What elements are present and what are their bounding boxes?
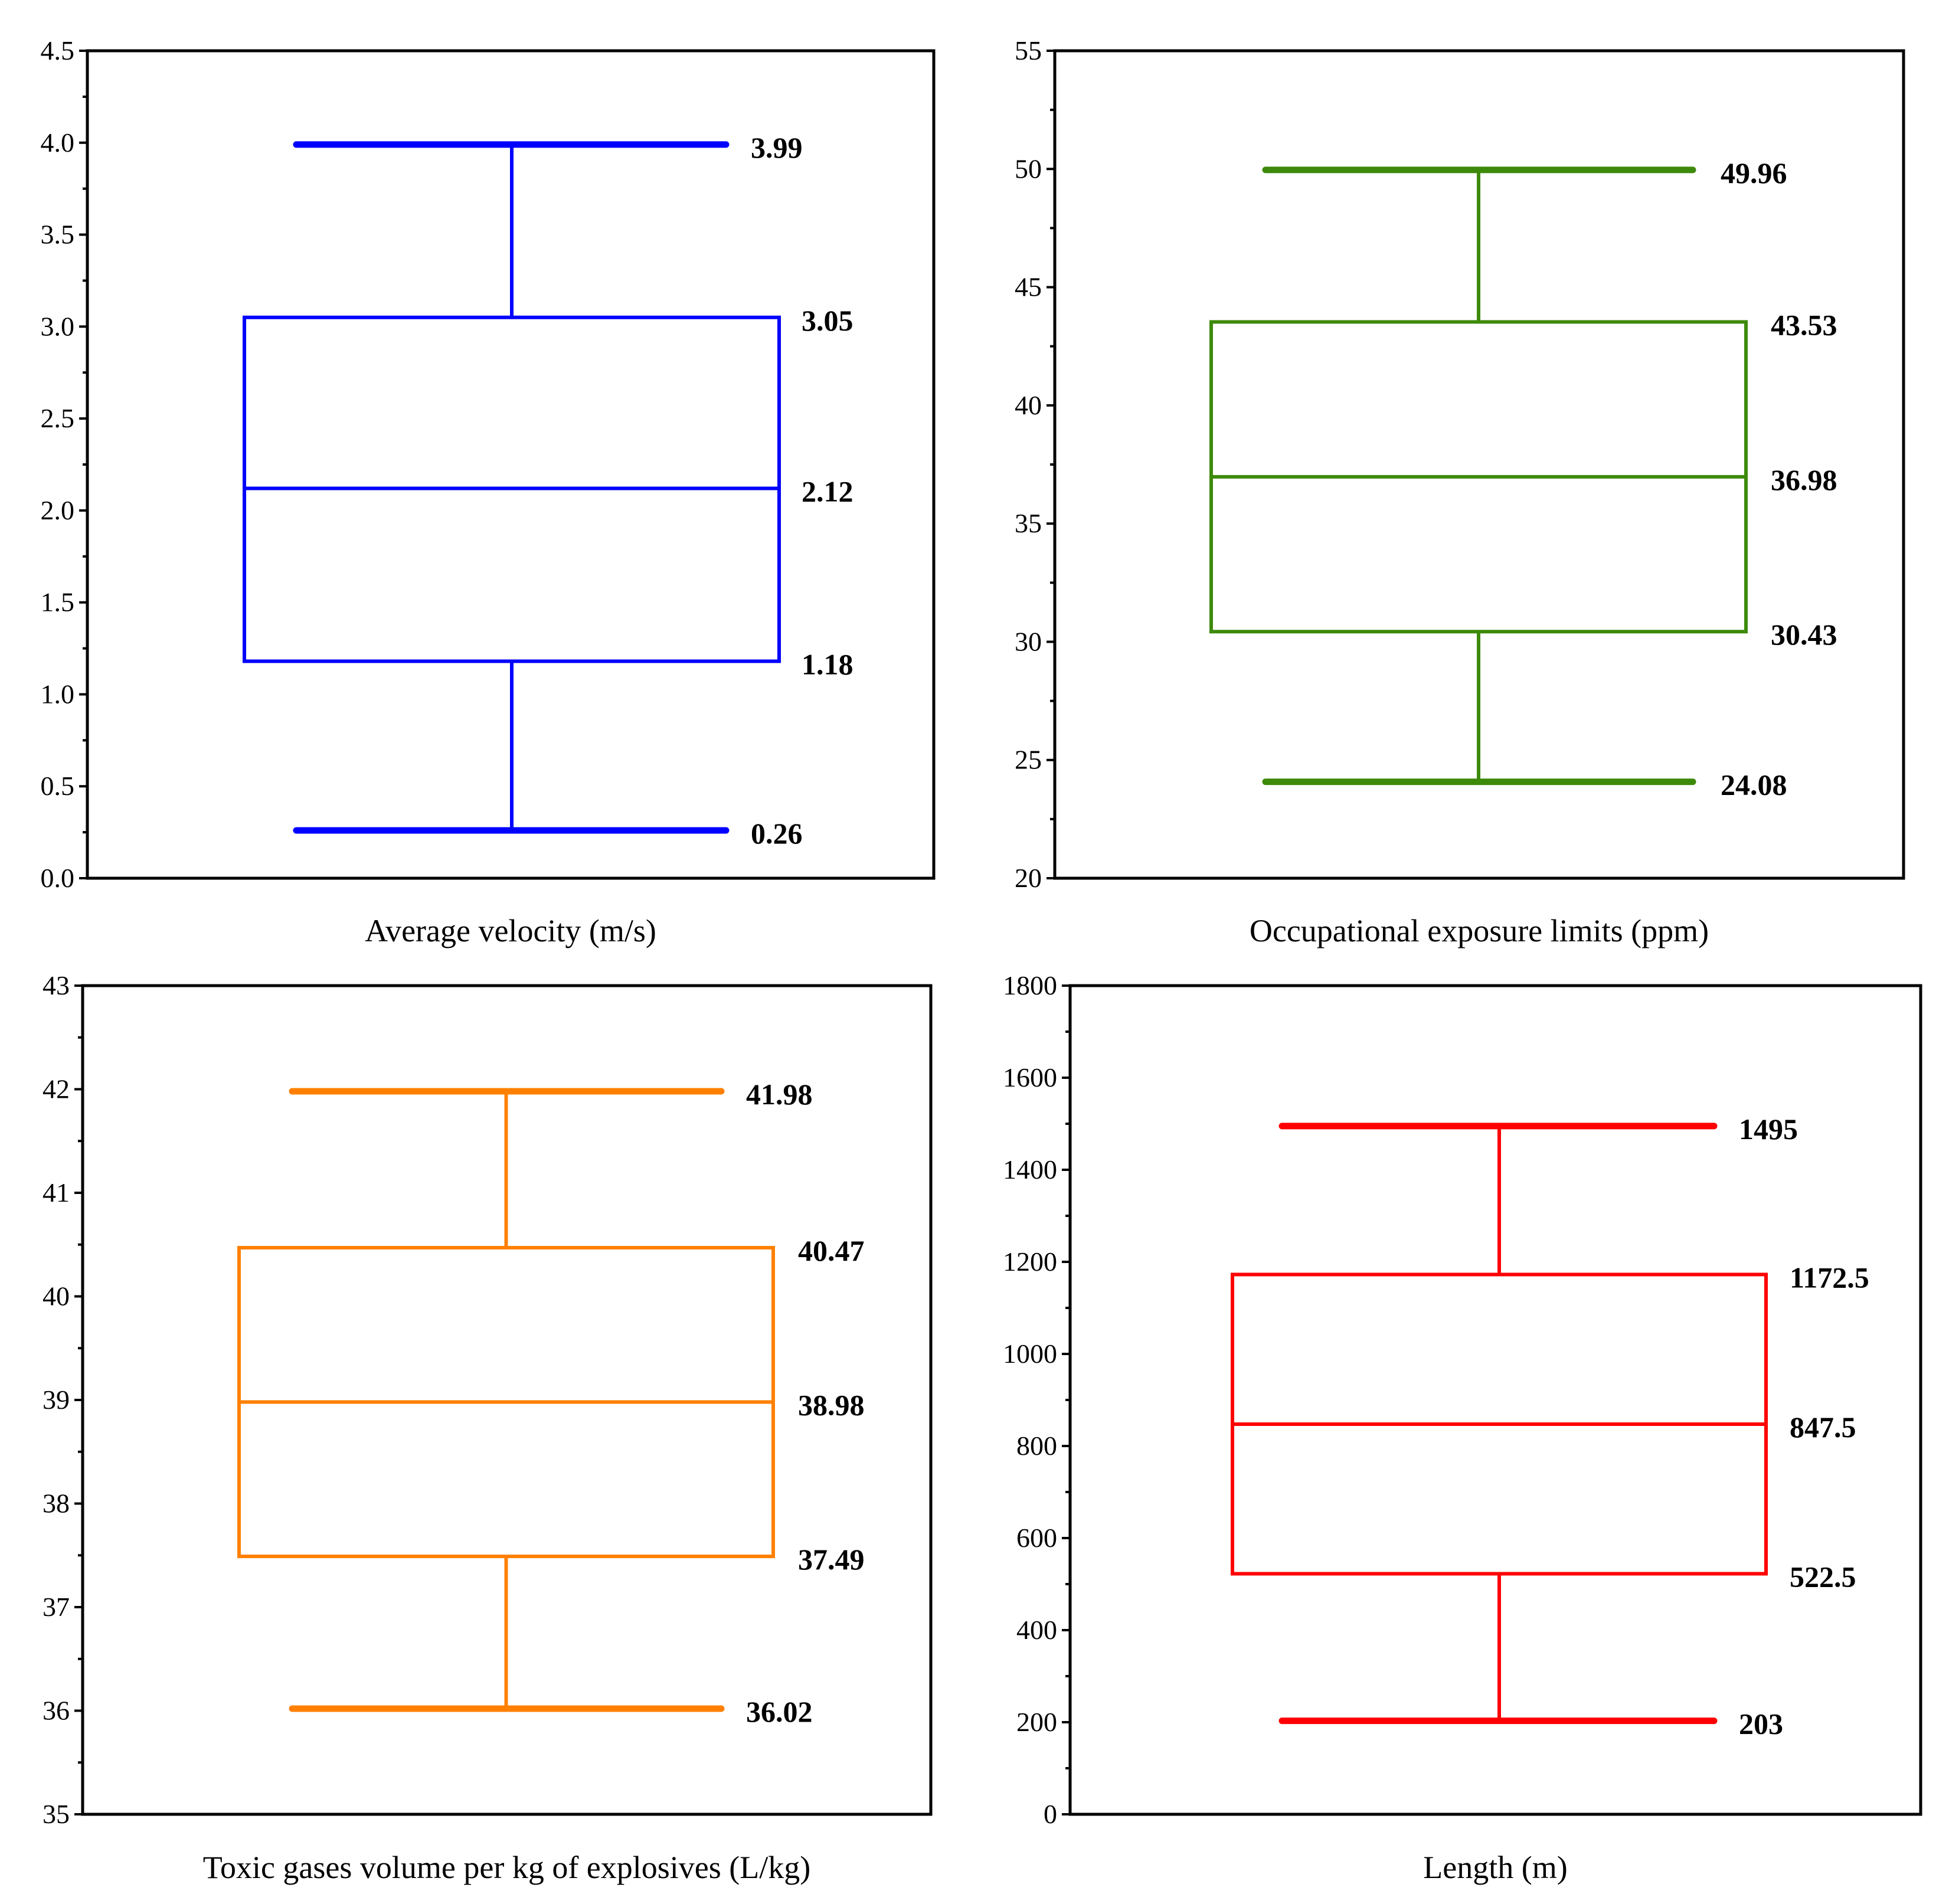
panel-4: 0 200 400 600 800 1000 1200 1400 1600 1800 1495 117… xyxy=(1003,970,1922,1885)
x-axis-title: Length (m) xyxy=(1423,1850,1567,1885)
y-tick-label: 2.5 xyxy=(41,403,75,433)
value-label-median: 847.5 xyxy=(1790,1411,1856,1444)
x-axis-title: Average velocity (m/s) xyxy=(365,913,656,948)
y-tick-label: 50 xyxy=(1015,153,1042,184)
y-tick-label: 0 xyxy=(1044,1799,1057,1829)
y-tick-label: 0.5 xyxy=(41,771,75,801)
value-label-min: 0.26 xyxy=(751,817,803,850)
y-tick-label: 39 xyxy=(42,1385,70,1415)
y-tick-label: 200 xyxy=(1016,1707,1057,1737)
value-label-max: 41.98 xyxy=(746,1078,813,1111)
value-label-min: 203 xyxy=(1739,1707,1783,1741)
value-label-q3: 43.53 xyxy=(1771,308,1837,341)
y-tick-label: 35 xyxy=(42,1799,70,1829)
y-tick-label: 37 xyxy=(42,1592,70,1622)
value-label-q1: 1.18 xyxy=(802,647,853,681)
y-tick-label: 35 xyxy=(1015,508,1042,538)
panel-2: 20 25 30 35 40 45 50 55 49.96 43.53 36.98 30.43 24.0… xyxy=(1015,35,1905,948)
y-tick-label: 3.0 xyxy=(41,311,75,341)
value-label-median: 38.98 xyxy=(798,1389,865,1422)
y-tick-label: 40 xyxy=(1015,390,1042,420)
y-tick-label: 1600 xyxy=(1003,1062,1057,1092)
y-tick-label: 400 xyxy=(1016,1615,1057,1645)
value-label-min: 36.02 xyxy=(746,1695,813,1728)
y-tick-label: 1.0 xyxy=(41,679,75,709)
y-tick-label: 20 xyxy=(1015,863,1042,893)
value-label-max: 49.96 xyxy=(1721,156,1787,189)
x-axis-title: Occupational exposure limits (ppm) xyxy=(1250,913,1709,948)
y-tick-label: 55 xyxy=(1015,35,1042,66)
value-label-median: 2.12 xyxy=(802,475,853,508)
y-tick-label: 40 xyxy=(42,1281,70,1311)
y-tick-label: 25 xyxy=(1015,745,1042,775)
y-tick-label: 1000 xyxy=(1003,1339,1057,1369)
value-label-q3: 1172.5 xyxy=(1790,1261,1869,1294)
y-tick-label: 1200 xyxy=(1003,1247,1057,1277)
y-tick-label: 2.0 xyxy=(41,495,75,525)
value-label-max: 1495 xyxy=(1739,1113,1798,1146)
panel-1: 0.0 0.5 1.0 1.5 2.0 2.5 3.0 3.5 4.0 4.5 3.99 3.05 2.… xyxy=(41,35,936,948)
value-label-min: 24.08 xyxy=(1721,768,1787,801)
y-tick-label: 1800 xyxy=(1003,970,1057,1000)
value-label-q3: 3.05 xyxy=(802,304,853,337)
y-tick-label: 38 xyxy=(42,1488,70,1519)
x-axis-title: Toxic gases volume per kg of explosives … xyxy=(203,1850,810,1885)
y-tick-label: 42 xyxy=(42,1074,70,1104)
y-tick-label: 4.5 xyxy=(41,35,75,66)
panel-3: 35 36 37 38 39 40 41 42 43 41.98 40.47 38.98 37.49 36… xyxy=(42,970,933,1885)
value-label-median: 36.98 xyxy=(1771,463,1837,496)
value-label-q1: 30.43 xyxy=(1771,618,1837,651)
y-tick-label: 1.5 xyxy=(41,587,75,617)
value-label-q1: 522.5 xyxy=(1790,1560,1856,1593)
y-tick-label: 3.5 xyxy=(41,220,75,250)
y-tick-label: 0.0 xyxy=(41,863,75,893)
plot-frame xyxy=(1068,984,1922,1816)
value-label-q1: 37.49 xyxy=(798,1543,865,1576)
y-tick-label: 600 xyxy=(1016,1523,1057,1553)
value-label-max: 3.99 xyxy=(751,131,803,164)
y-tick-label: 800 xyxy=(1016,1431,1057,1461)
y-tick-label: 45 xyxy=(1015,272,1042,302)
y-tick-label: 36 xyxy=(42,1696,70,1726)
y-tick-label: 43 xyxy=(42,970,70,1000)
y-tick-label: 4.0 xyxy=(41,127,75,158)
value-label-q3: 40.47 xyxy=(798,1234,865,1267)
y-tick-label: 1400 xyxy=(1003,1154,1057,1185)
y-tick-label: 30 xyxy=(1015,626,1042,656)
y-tick-label: 41 xyxy=(42,1177,70,1208)
